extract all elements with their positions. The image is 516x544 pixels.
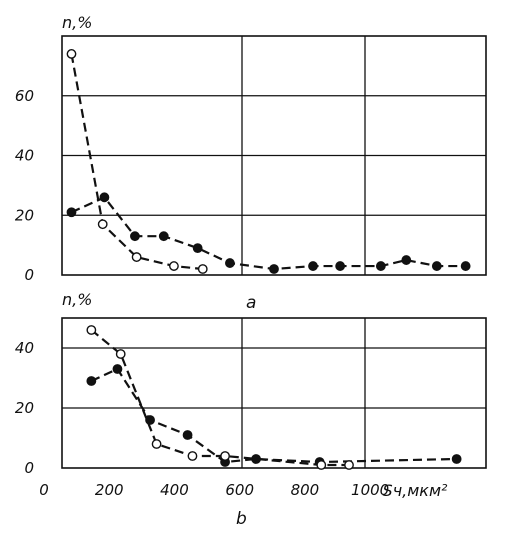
panel-b-x-axis-label: Sч,мкм² <box>383 481 449 500</box>
panel-b-series-1-open-point <box>220 451 230 461</box>
panel-a-series-0-filled-point <box>99 192 110 203</box>
panel-b-x-tick-label: 0 <box>39 481 49 499</box>
panel-a-series-1-open-point <box>97 219 108 230</box>
panel-b-x-tick-label: 400 <box>160 481 189 499</box>
panel-b-x-tick-label: 600 <box>225 481 254 499</box>
panel-a-series-0-filled-point <box>335 261 346 271</box>
panel-b-series-1-open-point <box>86 325 97 335</box>
panel-b-series-0-filled-point <box>145 415 155 425</box>
panel-b-y-tick-label: 20 <box>15 399 34 417</box>
panel-a-series-0-filled-point <box>269 264 279 274</box>
panel-a-series-1-open-point <box>197 264 208 274</box>
panel-b-x-tick-label: 200 <box>95 481 124 499</box>
panel-b-label: b <box>236 509 247 529</box>
panel-b-x-tick-label: 800 <box>291 481 320 499</box>
panel-a-chart: 0 20 40 60 n,% a <box>15 13 487 313</box>
panel-a-y-tick-label: 60 <box>15 87 34 105</box>
panel-a-series-0-filled-point <box>225 258 235 268</box>
panel-a-series-0-filled-point <box>460 261 471 271</box>
panel-b-series-1-open-point <box>344 460 354 470</box>
panel-b-series-1-line <box>90 329 350 467</box>
panel-a-series-1-open-point <box>169 261 179 271</box>
panel-b-series-0-filled-point <box>451 454 462 464</box>
panel-b-frame <box>61 317 487 469</box>
panel-b-series-0-line <box>90 367 457 464</box>
panel-b-x-tick-label: 1000 <box>351 481 389 499</box>
panel-a-y-tick-label: 40 <box>15 147 34 165</box>
panel-a-label: a <box>246 293 256 313</box>
panel-b-series-1-open-point <box>151 439 162 449</box>
panel-a-y-tick-label: 20 <box>15 206 34 224</box>
panel-a-series-1-open-point <box>66 49 77 59</box>
panel-a-series-0-filled-point <box>130 231 140 242</box>
panel-b-series-1-open-point <box>316 460 327 470</box>
panel-b-series-1-open-point <box>115 349 126 359</box>
panel-b-series-0-filled-point <box>86 376 97 386</box>
panel-b-series-0-filled-point <box>112 364 123 374</box>
panel-a-y-axis-label: n,% <box>62 13 92 32</box>
panel-b-series-0-filled-point <box>182 430 193 440</box>
panel-b-y-axis-label: n,% <box>62 290 92 309</box>
panel-a-series-0-filled-point <box>158 231 169 242</box>
panel-a-series-0-filled-point <box>192 243 203 254</box>
panel-a-series-0-filled-point <box>431 261 442 271</box>
panel-a-series-0-filled-point <box>375 261 386 271</box>
panel-b-series-1-open-point <box>187 451 198 461</box>
panel-b-y-tick-label: 40 <box>15 339 34 357</box>
panel-a-series-1-open-point <box>131 252 142 262</box>
panel-a-series-0-filled-point <box>66 207 77 218</box>
panel-a-series-0-filled-point <box>401 255 412 265</box>
panel-a-y-tick-label: 0 <box>24 266 34 284</box>
panel-a-series-0-filled-point <box>308 261 318 271</box>
panel-b-y-tick-label: 0 <box>24 459 34 477</box>
panel-a-series-1-line <box>70 53 203 271</box>
